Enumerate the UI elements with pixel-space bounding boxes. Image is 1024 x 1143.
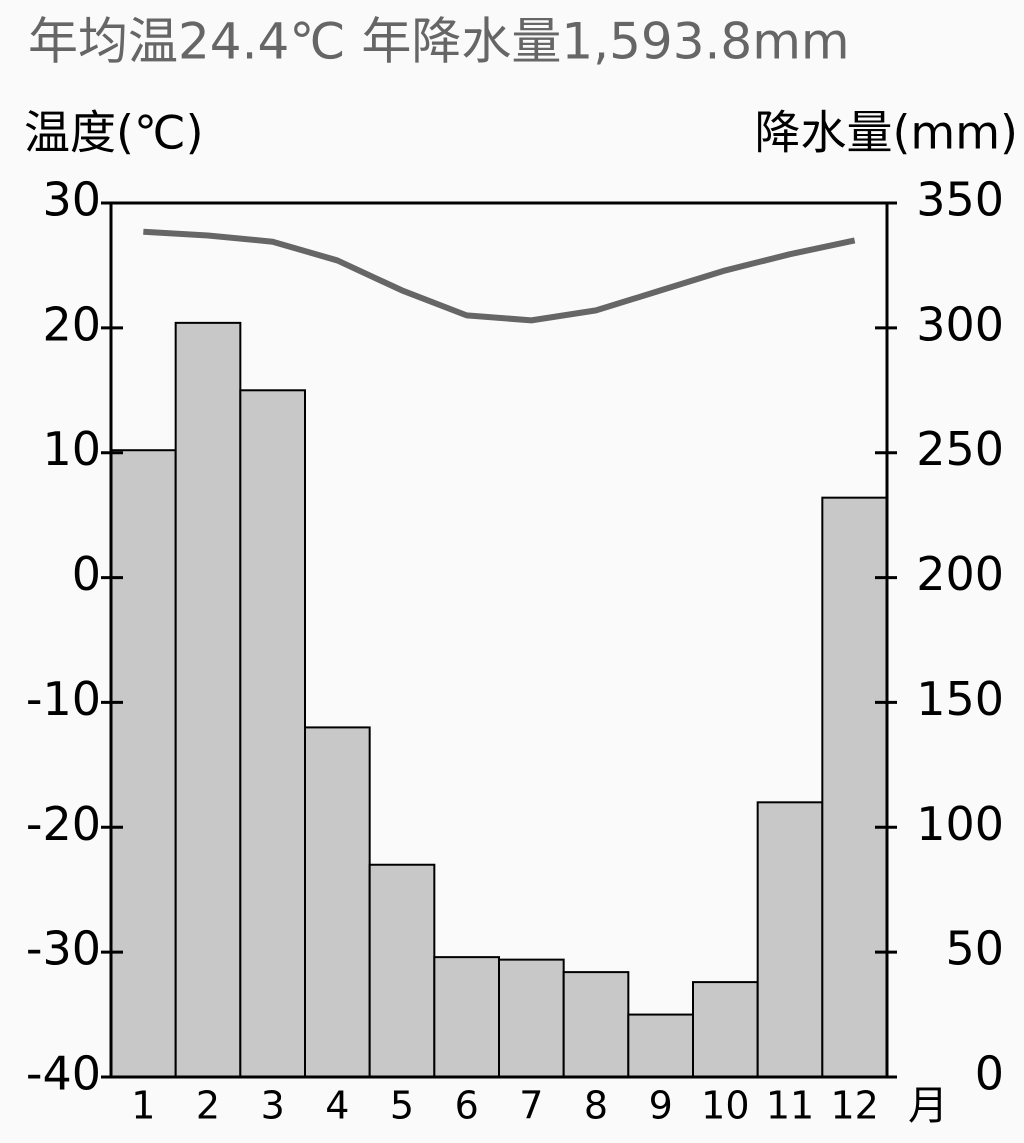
y-tick-label: -30 — [26, 922, 101, 976]
x-tick-label: 12 — [830, 1084, 878, 1128]
y2-tick-label: 200 — [916, 547, 1004, 601]
y2-tick-label: 0 — [975, 1047, 1004, 1101]
y-tick-label: -40 — [26, 1047, 101, 1101]
bar — [110, 449, 177, 1078]
x-tick-label: 10 — [701, 1084, 749, 1128]
y2-tick-label: 250 — [916, 422, 1004, 476]
y-tick-label: -20 — [26, 797, 101, 851]
bar — [368, 863, 436, 1078]
x-tick-label: 6 — [455, 1084, 479, 1128]
x-tick-label: 3 — [261, 1084, 285, 1128]
bar — [627, 1013, 694, 1078]
x-tick-label: 1 — [131, 1084, 155, 1128]
bar — [821, 496, 888, 1079]
x-tick-label: 5 — [390, 1084, 414, 1128]
y2-tick-label: 150 — [916, 672, 1004, 726]
x-tick-label: 9 — [649, 1084, 673, 1128]
x-tick-label: 8 — [584, 1084, 608, 1128]
y-tick-label: 10 — [42, 422, 101, 476]
temperature-line — [143, 228, 856, 324]
y2-tick-label: 300 — [916, 297, 1004, 351]
bar — [239, 389, 306, 1078]
y-tick-label: 20 — [42, 297, 101, 351]
chart-title: 年均温24.4℃ 年降水量1,593.8mm — [28, 13, 850, 71]
plot-frame — [109, 201, 889, 1079]
y-tick-label: 0 — [72, 547, 101, 601]
bar — [304, 726, 371, 1079]
y2-tick-label: 50 — [945, 922, 1004, 976]
x-tick-label: 2 — [196, 1084, 220, 1128]
x-tick-label: 4 — [325, 1084, 349, 1128]
bar — [562, 971, 630, 1078]
y-tick-label: -10 — [26, 672, 101, 726]
x-tick-label: 11 — [766, 1084, 814, 1128]
x-tick-label: 7 — [519, 1084, 543, 1128]
x-axis-unit: 月 — [908, 1083, 948, 1129]
bar — [433, 956, 501, 1078]
y2-tick-label: 100 — [916, 797, 1004, 851]
y2-axis-label: 降水量(mm) — [754, 106, 1018, 160]
bar — [756, 801, 824, 1078]
bar — [498, 958, 565, 1078]
bar — [174, 321, 242, 1078]
y2-tick-label: 350 — [916, 173, 1004, 227]
y-tick-label: 30 — [42, 173, 101, 227]
y-axis-label: 温度(℃) — [24, 106, 204, 160]
bar — [692, 981, 759, 1079]
